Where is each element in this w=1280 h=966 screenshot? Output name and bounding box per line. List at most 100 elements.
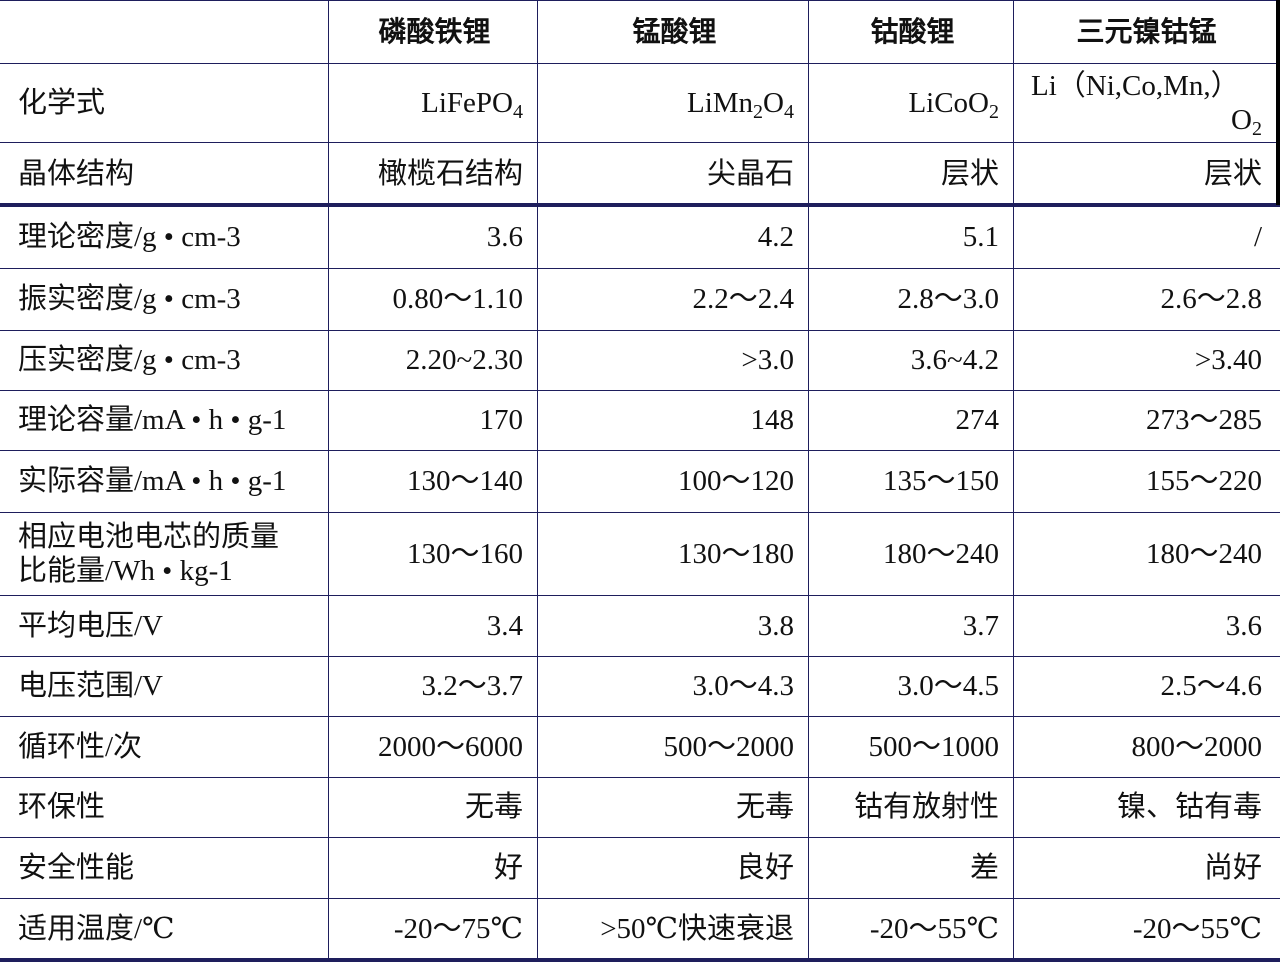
row-rule [0, 0, 1280, 1]
cell-text: 3.6~4.2 [910, 344, 999, 376]
row-rule [0, 390, 1280, 391]
cell-text: 180～240 [882, 537, 999, 570]
label-cell: 振实密度/g • cm-3 [0, 268, 328, 330]
row-label: 振实密度/g • cm-3 [18, 283, 241, 315]
row-rule [0, 268, 1280, 269]
value-cell: 4.2 [537, 205, 808, 268]
label-cell: 理论容量/mA • h • g-1 [0, 390, 328, 450]
row-rule [0, 512, 1280, 513]
cell-text: -20～75℃ [393, 913, 523, 945]
value-cell: 无毒 [537, 777, 808, 837]
cell-text: 3.7 [962, 609, 999, 642]
value-cell: 3.0～4.5 [808, 656, 1013, 716]
row-rule [0, 898, 1280, 899]
header-cell: 磷酸铁锂 [328, 0, 537, 63]
value-cell: >3.0 [537, 330, 808, 390]
formula-part: 2 [753, 100, 764, 123]
row-label: 比能量/Wh • kg-1 [18, 554, 233, 587]
value-cell: 2.20~2.30 [328, 330, 537, 390]
cell-text: 2.20~2.30 [405, 344, 523, 376]
value-cell: 2.6～2.8 [1013, 268, 1276, 330]
cell-text: 尖晶石 [706, 157, 794, 190]
row-label: 压实密度/g • cm-3 [18, 344, 241, 376]
row-rule [0, 656, 1280, 657]
value-cell: 0.80～1.10 [328, 268, 537, 330]
formula-part: 2 [1252, 117, 1262, 140]
value-cell: 148 [537, 390, 808, 450]
cell-text: 良好 [735, 851, 794, 884]
row-label: 电压范围/V [18, 670, 164, 702]
value-cell: 273～285 [1013, 390, 1276, 450]
formula-part: Li（Ni,Co,Mn,） [1031, 69, 1240, 102]
row-rule [0, 450, 1280, 451]
value-cell: -20～75℃ [328, 898, 537, 960]
header-text: 锰酸锂 [632, 14, 717, 48]
cell-text: 130～180 [677, 537, 794, 570]
value-cell: 180～240 [1013, 512, 1276, 595]
row-label: 理论容量/mA • h • g-1 [18, 404, 287, 436]
cell-text: 2.6～2.8 [1160, 283, 1262, 315]
value-cell: 155～220 [1013, 450, 1276, 512]
cell-text: 3.2～3.7 [421, 670, 523, 702]
formula-part: LiFePO [421, 86, 513, 119]
label-cell: 适用温度/℃ [0, 898, 328, 960]
cell-text: -20～55℃ [869, 913, 999, 945]
value-cell: -20～55℃ [1013, 898, 1276, 960]
label-cell: 安全性能 [0, 837, 328, 898]
label-cell: 循环性/次 [0, 716, 328, 777]
cell-text: 135～150 [882, 465, 999, 497]
label-cell: 压实密度/g • cm-3 [0, 330, 328, 390]
cell-text: 3.0～4.5 [897, 670, 999, 702]
row-rule [0, 63, 1280, 64]
value-cell: 无毒 [328, 777, 537, 837]
formula-part: 4 [784, 100, 794, 123]
value-cell: 差 [808, 837, 1013, 898]
cell-text: 3.8 [757, 609, 794, 642]
label-cell: 相应电池电芯的质量 比能量/Wh • kg-1 [0, 512, 328, 595]
row-label: 相应电池电芯的质量 [18, 520, 280, 553]
row-label: 适用温度/℃ [18, 913, 175, 945]
value-cell: 100～120 [537, 450, 808, 512]
formula-part: LiCoO [908, 86, 989, 119]
value-cell: 130～160 [328, 512, 537, 595]
value-cell: 橄榄石结构 [328, 142, 537, 205]
cell-text: 273～285 [1145, 404, 1262, 436]
row-label: 理论密度/g • cm-3 [18, 220, 241, 253]
header-cell: 钴酸锂 [808, 0, 1013, 63]
formula-line: LiFePO4 [421, 86, 523, 123]
cell-text: 5.1 [962, 220, 999, 253]
value-cell: 3.8 [537, 595, 808, 656]
formula-cell: LiCoO2 [808, 63, 1013, 142]
cell-text: 层状 [940, 157, 999, 190]
cell-text: 148 [750, 404, 795, 436]
value-cell: 5.1 [808, 205, 1013, 268]
formula-part: O [1231, 103, 1252, 136]
cell-text: 3.4 [486, 609, 523, 642]
header-text: 磷酸铁锂 [378, 14, 491, 48]
row-label: 环保性 [18, 791, 106, 823]
formula-part: 4 [513, 100, 523, 123]
right-rule [1276, 0, 1280, 205]
row-label: 平均电压/V [18, 609, 164, 642]
value-cell: / [1013, 205, 1276, 268]
row-rule [0, 142, 1280, 143]
value-cell: 2.8～3.0 [808, 268, 1013, 330]
cell-text: 2.8～3.0 [897, 283, 999, 315]
label-cell: 环保性 [0, 777, 328, 837]
value-cell: 130～140 [328, 450, 537, 512]
formula-line: LiCoO2 [908, 86, 999, 123]
cell-text: 0.80～1.10 [392, 283, 523, 315]
header-cell: 锰酸锂 [537, 0, 808, 63]
cell-text: 800～2000 [1131, 730, 1262, 763]
row-rule [0, 203, 1280, 207]
cell-text: 500～1000 [868, 730, 999, 763]
label-cell: 晶体结构 [0, 142, 328, 205]
value-cell: 130～180 [537, 512, 808, 595]
header-cell: 三元镍钴锰 [1013, 0, 1276, 63]
value-cell: 135～150 [808, 450, 1013, 512]
cell-text: 180～240 [1145, 537, 1262, 570]
value-cell: 800～2000 [1013, 716, 1276, 777]
formula-line: LiMn2O4 [687, 86, 794, 123]
formula-cell: LiMn2O4 [537, 63, 808, 142]
formula-part: 2 [989, 100, 999, 123]
